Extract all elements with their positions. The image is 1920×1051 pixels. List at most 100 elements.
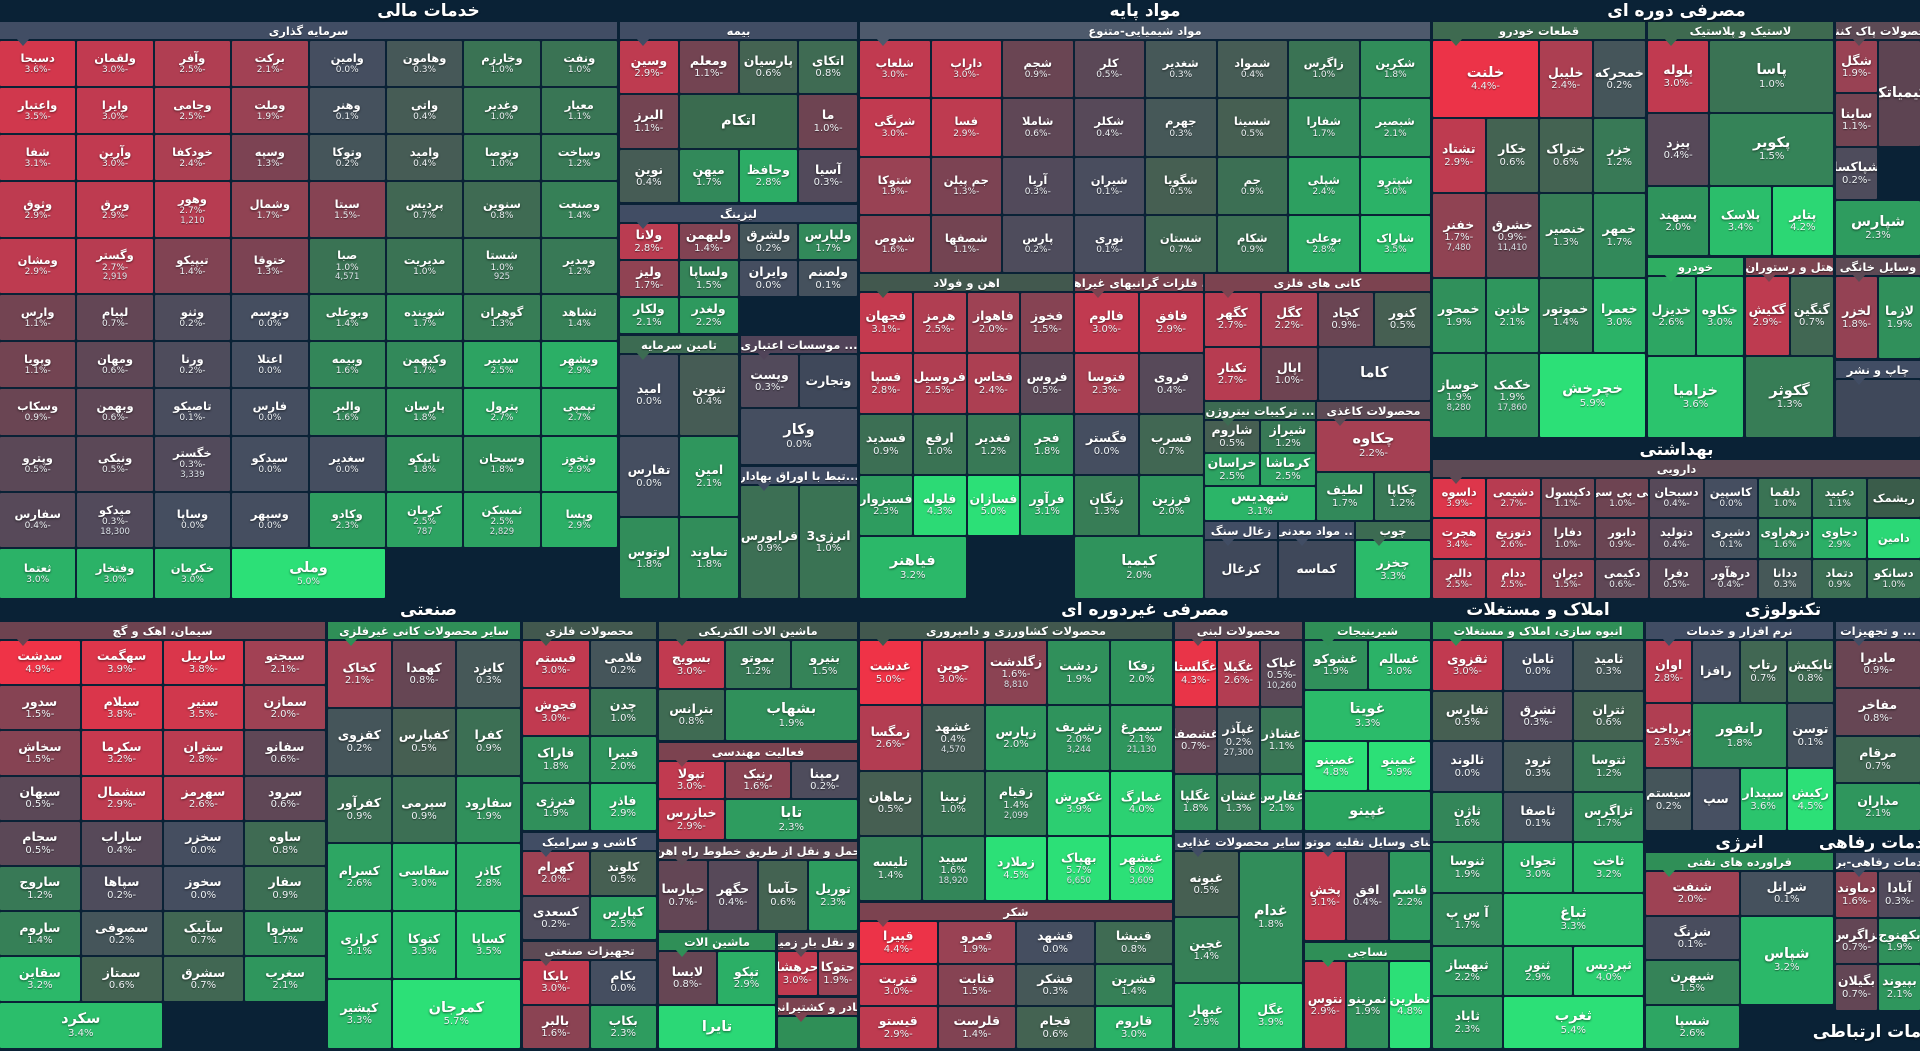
stock-tile[interactable]: فاذر 2.9% xyxy=(590,784,656,830)
stock-tile[interactable]: کاذر 2.8% xyxy=(457,844,520,911)
stock-tile[interactable]: کماسه xyxy=(1279,541,1354,598)
stock-tile[interactable]: غشصفا-0.7% xyxy=(1175,707,1216,773)
stock-tile[interactable]: بسویچ -3.0% xyxy=(659,641,724,689)
stock-tile[interactable]: سخوز 0.0% xyxy=(163,866,244,911)
stock-tile[interactable]: نطرین 4.8% xyxy=(1389,962,1430,1048)
stock-tile[interactable]: لطیف 1.7% xyxy=(1317,472,1373,520)
stock-tile[interactable]: کرمان 2.5% 787 xyxy=(386,492,463,548)
stock-tile[interactable]: کلوند 0.5% xyxy=(590,852,656,895)
stock-tile[interactable]: پارسان 1.8% xyxy=(386,389,463,435)
stock-tile[interactable]: قاسم 2.2% xyxy=(1389,852,1430,940)
stock-tile[interactable]: شسپا 2.6% xyxy=(1646,1005,1739,1048)
stock-tile[interactable]: شسینا 0.5% xyxy=(1217,99,1287,156)
stock-tile[interactable]: شپاکسا-0.2% xyxy=(1836,147,1877,200)
stock-tile[interactable]: سفارود 1.9% xyxy=(457,776,520,843)
subsector-header[interactable]: سرمایه گذاری xyxy=(0,22,617,39)
stock-tile[interactable]: وآرین -3.0% xyxy=(77,135,153,181)
stock-tile[interactable]: فسازان 5.0% xyxy=(967,475,1020,535)
stock-tile[interactable]: غویتا 3.3% xyxy=(1305,690,1430,741)
subsector-header[interactable]: فراورده های نفتی xyxy=(1646,853,1833,870)
stock-tile[interactable]: ساروج 1.2% xyxy=(0,866,80,911)
stock-tile[interactable]: خنصیر 1.3% xyxy=(1540,194,1592,277)
stock-tile[interactable]: شتوکا -1.9% xyxy=(860,157,930,214)
stock-tile[interactable]: وکادو 2.3% xyxy=(309,492,385,548)
stock-tile[interactable]: سپید 1.6% 18,920 xyxy=(922,836,984,900)
stock-tile[interactable]: سپرمی 0.9% xyxy=(392,776,456,843)
stock-tile[interactable]: کچاد -0.9% xyxy=(1318,293,1374,346)
stock-tile[interactable]: وثخوز 2.9% xyxy=(541,436,617,491)
stock-tile[interactable]: فروس -0.5% xyxy=(1021,353,1073,413)
stock-tile[interactable]: افق -0.4% xyxy=(1347,852,1388,940)
stock-tile[interactable]: غفارس 2.1% xyxy=(1261,774,1302,830)
stock-tile[interactable]: سشرق 0.7% xyxy=(163,957,244,1001)
stock-tile[interactable]: دحاوی 2.9% xyxy=(1813,519,1866,558)
stock-tile[interactable]: فسبزوار 2.3% xyxy=(860,475,912,535)
stock-tile[interactable]: سخاش -1.5% xyxy=(0,731,80,775)
stock-tile[interactable]: تپکو 2.9% xyxy=(718,952,775,1004)
stock-tile[interactable]: والبر 1.6% xyxy=(309,389,385,435)
stock-tile[interactable]: بوعلی 2.8% xyxy=(1289,215,1359,272)
stock-tile[interactable]: سصوفی 0.2% xyxy=(81,912,162,956)
stock-tile[interactable]: شوینده 1.7% xyxy=(386,295,463,341)
stock-tile[interactable]: جهرم 0.3% xyxy=(1146,99,1216,156)
subsector-header[interactable]: محصولات فلزی xyxy=(523,622,656,639)
stock-tile[interactable]: سدور -1.5% xyxy=(0,686,80,730)
stock-tile[interactable]: اتکای 0.8% xyxy=(799,41,857,94)
stock-tile[interactable]: لخزر -1.8% xyxy=(1836,277,1877,358)
stock-tile[interactable]: گوهران 1.3% xyxy=(464,295,540,341)
stock-tile[interactable]: چکاپا 1.2% xyxy=(1374,472,1430,520)
stock-tile[interactable]: زنگان 1.3% xyxy=(1075,475,1138,535)
stock-tile[interactable]: کخاک -2.1% xyxy=(328,641,391,707)
stock-tile[interactable]: قثابت -1.5% xyxy=(938,964,1015,1006)
stock-tile[interactable]: گنگین 0.7% xyxy=(1790,277,1833,355)
stock-tile[interactable]: تپولا -3.0% xyxy=(659,762,724,799)
stock-tile[interactable]: خمحرکه 0.2% xyxy=(1593,41,1645,117)
stock-tile[interactable]: ثاژن 1.6% xyxy=(1433,792,1502,842)
subsector-header[interactable]: ... ترکیبات نیتروژن xyxy=(1205,402,1315,419)
stock-tile[interactable]: وملت -1.9% xyxy=(232,88,308,134)
stock-tile[interactable]: غگلستا -4.3% xyxy=(1175,641,1216,706)
stock-tile[interactable]: شپلی 2.4% xyxy=(1289,157,1359,214)
stock-tile[interactable]: سفار 0.9% xyxy=(245,866,325,911)
stock-tile[interactable]: پاسا 1.0% xyxy=(1710,41,1833,112)
subsector-header[interactable]: مواد شیمیایی-متنوع xyxy=(860,22,1430,39)
stock-tile[interactable]: اتکام xyxy=(679,95,798,148)
stock-tile[interactable]: ثفارس 0.5% xyxy=(1433,691,1502,741)
stock-tile[interactable]: اپال -1.0% xyxy=(1261,347,1317,400)
stock-tile[interactable]: جم 0.9% xyxy=(1217,157,1287,214)
stock-tile[interactable]: نتوس -2.9% xyxy=(1305,962,1346,1048)
stock-tile[interactable]: زماهان 0.5% xyxy=(860,771,921,835)
stock-tile[interactable]: پسهند 2.0% xyxy=(1648,186,1709,255)
stock-tile[interactable]: دکپسول -1.1% xyxy=(1541,479,1594,518)
stock-tile[interactable]: وایرا -3.0% xyxy=(77,88,153,134)
stock-tile[interactable]: وصنعت 1.4% xyxy=(541,182,617,237)
stock-tile[interactable]: وبشهر 2.9% xyxy=(541,342,617,388)
stock-tile[interactable]: شهدیس 3.1% xyxy=(1205,486,1315,520)
stock-tile[interactable]: وسپه -1.3% xyxy=(232,135,308,181)
stock-tile[interactable]: تفارس 0.0% xyxy=(620,436,678,517)
stock-tile[interactable]: ثپردیس 4.0% xyxy=(1574,946,1643,996)
stock-tile[interactable]: ختوقا -1.3% xyxy=(232,238,308,294)
stock-tile[interactable]: شزنگ -0.1% xyxy=(1646,916,1739,959)
stock-tile[interactable]: ورنا -0.2% xyxy=(154,342,231,388)
subsector-header[interactable]: ...تبط با اوراق بهادار xyxy=(741,467,857,484)
stock-tile[interactable]: ولکار 2.1% xyxy=(620,298,678,333)
subsector-header[interactable]: ماشین الات الکتریکی xyxy=(659,622,857,639)
stock-tile[interactable]: فرابورس 0.9% xyxy=(741,486,798,598)
stock-tile[interactable]: وپویا -1.1% xyxy=(0,342,76,388)
stock-tile[interactable]: ثشاهد 1.4% xyxy=(541,295,617,341)
stock-tile[interactable]: پارس -0.2% xyxy=(1003,215,1073,272)
stock-tile[interactable]: شستا 1.0% 925 xyxy=(464,238,540,294)
stock-tile[interactable]: ولغدر 2.2% xyxy=(679,298,738,333)
subsector-header[interactable]: لیزینگ xyxy=(620,205,857,222)
stock-tile[interactable]: تایپکو 1.8% xyxy=(386,436,463,491)
stock-tile[interactable]: آسیا -0.3% xyxy=(799,149,857,202)
stock-tile[interactable]: تکنار -2.7% xyxy=(1205,347,1260,400)
stock-tile[interactable]: ولبهمن -1.4% xyxy=(679,224,738,259)
stock-tile[interactable]: وایران 0.0% xyxy=(739,261,798,296)
stock-tile[interactable]: ثشرق -0.3% xyxy=(1503,691,1573,741)
stock-tile[interactable]: خلنت -4.4% xyxy=(1433,41,1538,117)
subsector-header[interactable]: هتل و رستوران xyxy=(1746,258,1833,275)
stock-tile[interactable]: شبهرن 1.5% xyxy=(1646,961,1739,1004)
stock-tile[interactable]: کپارس 2.5% xyxy=(590,896,656,939)
